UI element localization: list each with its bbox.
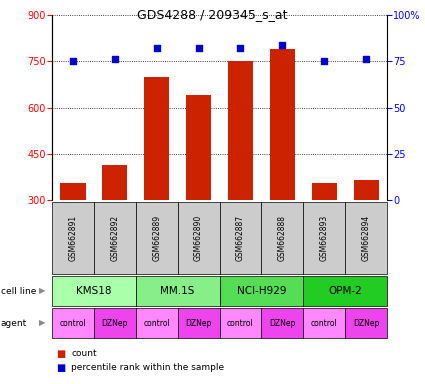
Text: DZNep: DZNep	[185, 318, 212, 328]
Text: cell line: cell line	[1, 286, 36, 296]
Point	[153, 45, 160, 51]
Text: control: control	[311, 318, 337, 328]
Text: percentile rank within the sample: percentile rank within the sample	[71, 364, 224, 372]
Text: ▶: ▶	[39, 286, 45, 296]
Text: control: control	[60, 318, 86, 328]
Text: DZNep: DZNep	[102, 318, 128, 328]
Text: GDS4288 / 209345_s_at: GDS4288 / 209345_s_at	[137, 8, 288, 22]
Text: DZNep: DZNep	[269, 318, 295, 328]
Point	[195, 45, 202, 51]
Text: GSM662892: GSM662892	[110, 215, 119, 261]
Text: GSM662890: GSM662890	[194, 215, 203, 261]
Point	[70, 58, 76, 65]
Text: GSM662894: GSM662894	[362, 215, 371, 261]
Text: GSM662891: GSM662891	[68, 215, 77, 261]
Text: MM.1S: MM.1S	[160, 286, 195, 296]
Bar	[102, 164, 128, 200]
Text: GSM662889: GSM662889	[152, 215, 161, 261]
Bar	[228, 61, 253, 200]
Text: agent: agent	[1, 318, 27, 328]
Text: NCI-H929: NCI-H929	[237, 286, 286, 296]
Text: GSM662893: GSM662893	[320, 215, 329, 261]
Text: KMS18: KMS18	[76, 286, 112, 296]
Text: control: control	[143, 318, 170, 328]
Point	[279, 41, 286, 48]
Text: ▶: ▶	[39, 318, 45, 328]
Bar	[186, 95, 211, 200]
Text: control: control	[227, 318, 254, 328]
Text: count: count	[71, 349, 97, 359]
Text: ■: ■	[56, 349, 65, 359]
Bar	[354, 180, 379, 200]
Text: ■: ■	[56, 363, 65, 373]
Point	[237, 45, 244, 51]
Bar	[312, 183, 337, 200]
Bar	[144, 77, 169, 200]
Text: OPM-2: OPM-2	[328, 286, 362, 296]
Text: GSM662888: GSM662888	[278, 215, 287, 261]
Point	[363, 56, 369, 63]
Bar	[60, 183, 85, 200]
Bar	[270, 49, 295, 200]
Text: GSM662887: GSM662887	[236, 215, 245, 261]
Point	[321, 58, 328, 65]
Point	[111, 56, 118, 63]
Text: DZNep: DZNep	[353, 318, 379, 328]
